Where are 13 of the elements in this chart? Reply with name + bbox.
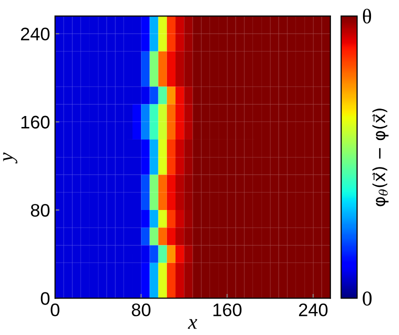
x-tick-label: 240: [299, 303, 328, 316]
y-tick-label: 240: [20, 28, 50, 40]
y-tick-label: 80: [30, 204, 50, 217]
y-tick-label: 160: [21, 116, 50, 129]
color-bar-label: θ: [362, 8, 372, 24]
x-tick-label: 0: [50, 303, 60, 316]
x-tick-label: 160: [213, 303, 242, 316]
y-axis-title: y: [3, 152, 18, 164]
x-tick-label: 80: [132, 303, 150, 316]
color-bar-title: φ$_{θ}$(x⃗) − φ(x⃗): [372, 108, 389, 206]
y-tick-label: 0: [40, 292, 50, 305]
x-axis-title: x: [188, 319, 198, 329]
color-bar-label: 0: [362, 292, 372, 306]
